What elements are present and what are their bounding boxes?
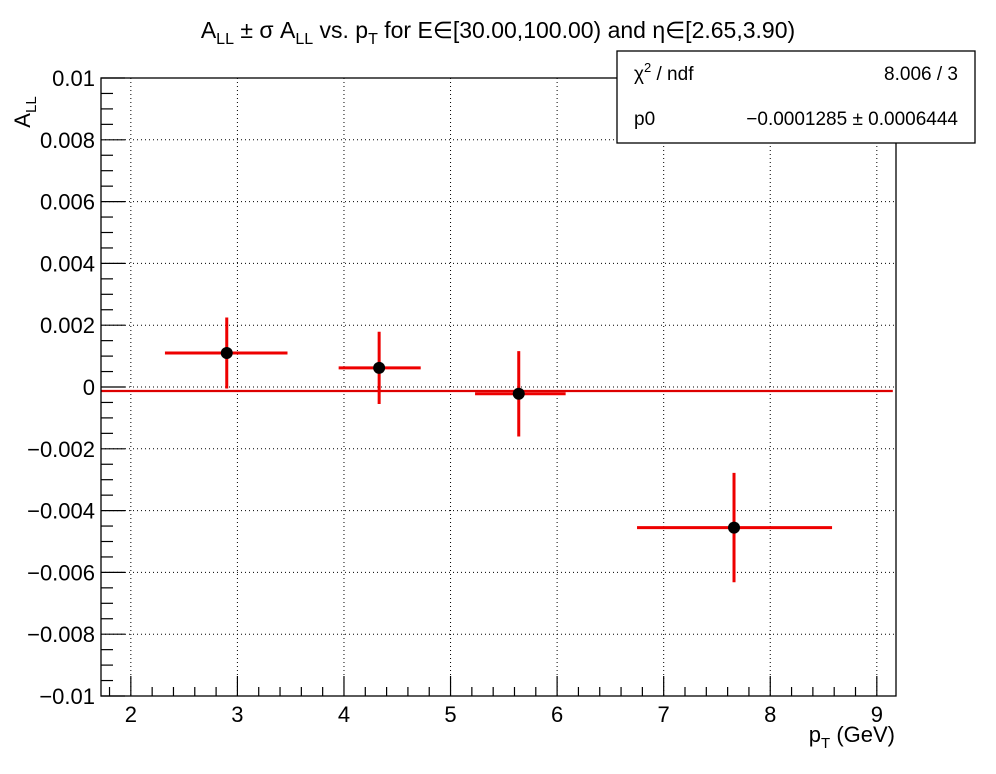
data-point <box>728 521 741 534</box>
y-tick-label: −0.008 <box>27 622 95 647</box>
y-tick-label: −0.006 <box>27 560 95 585</box>
data-point <box>512 387 525 400</box>
x-tick-label: 9 <box>871 702 883 727</box>
y-tick-label: 0.008 <box>40 128 95 153</box>
y-tick-label: 0 <box>83 375 95 400</box>
y-tick-label: −0.002 <box>27 437 95 462</box>
x-axis-label: pT (GeV) <box>809 722 895 752</box>
stats-p0-value: −0.0001285 ± 0.0006444 <box>746 109 958 130</box>
x-tick-label: 4 <box>338 702 350 727</box>
y-tick-label: 0.006 <box>40 190 95 215</box>
x-tick-label: 2 <box>125 702 137 727</box>
x-tick-label: 5 <box>444 702 456 727</box>
y-tick-label: −0.01 <box>39 684 95 709</box>
x-tick-label: 8 <box>764 702 776 727</box>
y-tick-label: 0.002 <box>40 313 95 338</box>
x-tick-label: 3 <box>231 702 243 727</box>
stats-chi2-value: 8.006 / 3 <box>884 64 958 85</box>
stats-box: χ2 / ndf 8.006 / 3 p0 −0.0001285 ± 0.000… <box>616 50 976 144</box>
grid <box>101 78 896 696</box>
stats-p0-label: p0 <box>634 109 655 130</box>
y-axis-label: ALL <box>10 96 40 127</box>
y-tick-label: −0.004 <box>27 499 95 524</box>
data-point <box>220 347 233 360</box>
y-tick-label: 0.01 <box>52 66 95 91</box>
axes: 2 3 4 5 6 7 8 9 −0.01 −0.008 −0.006 −0.004 −0.002 0 0.… <box>27 66 883 727</box>
x-tick-label: 6 <box>551 702 563 727</box>
y-tick-label: 0.004 <box>40 251 95 276</box>
stats-chi2-label: χ2 / ndf <box>634 60 694 85</box>
plot-area <box>101 78 896 696</box>
x-tick-label: 7 <box>658 702 670 727</box>
data-layer <box>164 317 833 583</box>
data-point <box>373 361 386 374</box>
chart-title: ALL ± σ ALL vs. pT for E∈[30.00,100.00) … <box>201 17 795 48</box>
